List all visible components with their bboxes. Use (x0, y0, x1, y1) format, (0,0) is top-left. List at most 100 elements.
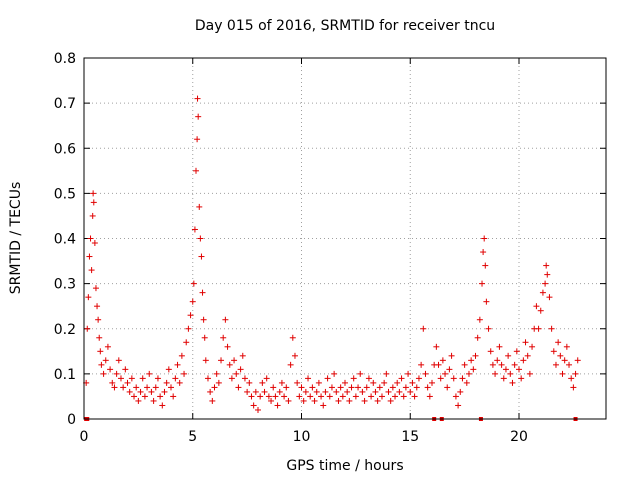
data-point (496, 343, 503, 350)
data-point (98, 361, 105, 368)
data-point (520, 357, 527, 364)
data-point (241, 375, 248, 382)
data-point (452, 393, 459, 400)
data-point (181, 370, 188, 377)
y-tick-label: 0.2 (54, 322, 76, 338)
data-point (198, 253, 205, 260)
data-point (196, 203, 203, 210)
data-point (574, 357, 581, 364)
data-point (570, 384, 577, 391)
data-point (94, 303, 101, 310)
data-point (437, 375, 444, 382)
data-point (342, 379, 348, 386)
data-point (485, 325, 492, 332)
data-point (226, 361, 233, 368)
data-point (148, 388, 155, 395)
data-point (544, 271, 551, 278)
data-point (426, 393, 433, 400)
data-point (91, 240, 98, 247)
data-point (418, 361, 425, 368)
data-point (368, 393, 375, 400)
data-point (383, 370, 390, 377)
x-tick-label: 20 (510, 429, 528, 445)
data-point (120, 384, 127, 391)
data-point (424, 384, 431, 391)
data-point (374, 397, 381, 404)
data-point (481, 235, 488, 242)
data-point (352, 393, 359, 400)
data-point (480, 249, 487, 256)
data-point (413, 384, 420, 391)
data-point (315, 379, 322, 386)
data-point (289, 334, 296, 341)
data-point (494, 357, 501, 364)
data-point (450, 375, 457, 382)
data-point (435, 361, 442, 368)
data-point (122, 366, 129, 373)
data-point (197, 235, 204, 242)
data-point (285, 397, 292, 404)
data-point (335, 397, 342, 404)
data-point (376, 384, 383, 391)
data-point (200, 316, 207, 323)
data-point (396, 388, 403, 395)
data-point (566, 361, 573, 368)
data-point (265, 393, 272, 400)
data-point (470, 366, 477, 373)
data-point (131, 393, 138, 400)
data-point (492, 370, 499, 377)
data-point (513, 348, 520, 355)
data-point (326, 393, 333, 400)
data-point (294, 379, 301, 386)
data-point (211, 384, 218, 391)
data-point (107, 366, 114, 373)
data-point (261, 388, 268, 395)
data-point (328, 384, 335, 391)
y-tick-label: 0.3 (54, 277, 76, 293)
data-point (278, 379, 285, 386)
data-point (502, 366, 509, 373)
data-point (88, 267, 95, 274)
data-point (246, 379, 253, 386)
x-axis-label: GPS time / hours (286, 458, 403, 474)
data-point (287, 361, 294, 368)
data-point (126, 388, 133, 395)
plot-frame (83, 57, 607, 420)
data-point (363, 384, 370, 391)
data-point (455, 402, 462, 409)
data-point (268, 397, 275, 404)
data-point (159, 402, 166, 409)
data-point (95, 316, 102, 323)
data-point (124, 379, 131, 386)
data-point (322, 388, 329, 395)
data-point (302, 388, 309, 395)
data-point (507, 370, 514, 377)
data-point (333, 388, 340, 395)
data-point (195, 113, 202, 120)
data-point (415, 375, 422, 382)
data-point (313, 388, 320, 395)
data-point (372, 388, 379, 395)
data-point (385, 388, 392, 395)
data-point (137, 388, 144, 395)
data-point (429, 379, 435, 386)
data-point (446, 366, 453, 373)
data-point (113, 370, 120, 377)
data-point (104, 343, 111, 350)
data-point (472, 352, 479, 359)
data-point (529, 343, 536, 350)
data-point (111, 384, 118, 391)
data-point (90, 190, 97, 197)
data-point (187, 312, 194, 319)
data-point (300, 397, 307, 404)
data-point (561, 357, 568, 364)
data-point (204, 375, 211, 382)
data-point (213, 370, 220, 377)
data-point (339, 393, 346, 400)
data-point (152, 384, 159, 391)
data-point (239, 352, 246, 359)
data-point (398, 375, 405, 382)
data-point (568, 375, 575, 382)
data-point (311, 397, 318, 404)
data-point (387, 397, 394, 404)
